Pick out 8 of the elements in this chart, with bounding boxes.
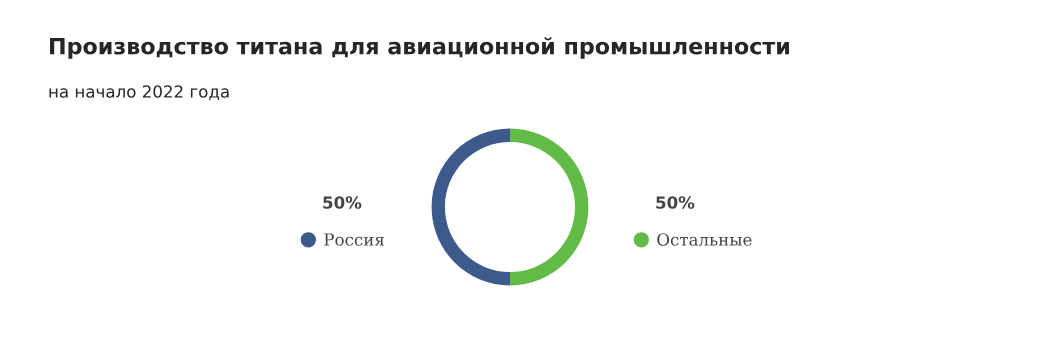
data-label: 50%	[323, 196, 362, 209]
data-label: 50%	[656, 196, 695, 209]
donut-slice	[510, 128, 589, 286]
chart-title: Производство титана для авиационной промышленности	[50, 37, 789, 59]
legend-label: Россия	[324, 233, 384, 246]
donut-slice	[431, 128, 510, 286]
text: на начало 2022 года	[49, 85, 229, 100]
legend-label: Остальные	[657, 233, 752, 246]
